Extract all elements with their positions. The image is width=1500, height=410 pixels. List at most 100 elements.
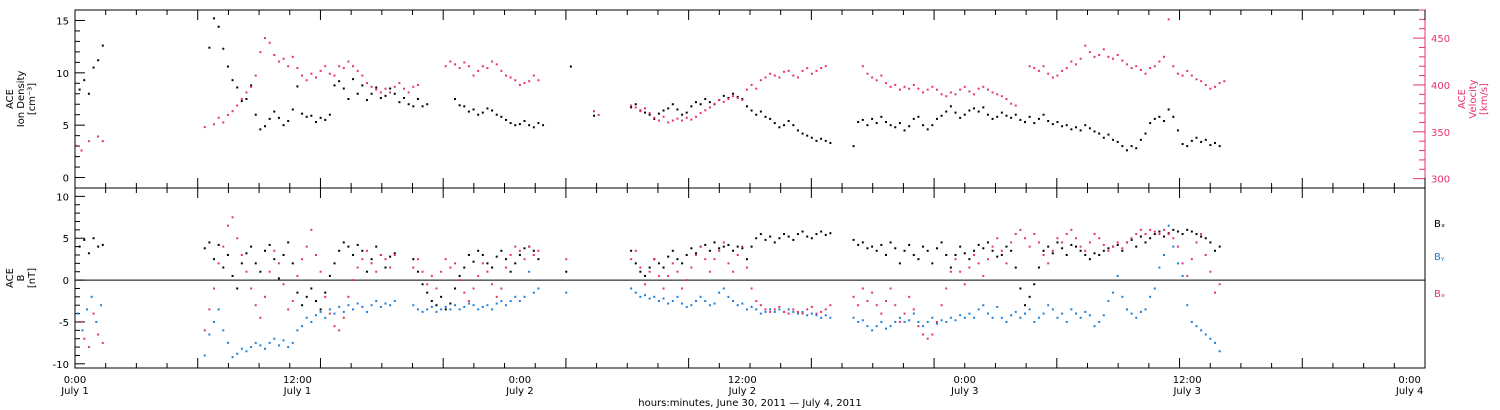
bottom-series-2-point bbox=[421, 270, 424, 273]
bottom-series-2-point bbox=[236, 237, 239, 240]
density-tick-label: 10 bbox=[56, 69, 69, 80]
bottom-series-1-point bbox=[1186, 304, 1189, 307]
x-tick-time: 12:00 bbox=[283, 375, 312, 386]
top-series-0-point bbox=[259, 128, 262, 131]
top-series-0-point bbox=[472, 108, 475, 111]
bottom-series-2-point bbox=[467, 300, 470, 303]
bottom-series-2-point bbox=[1033, 233, 1036, 236]
top-series-0-point bbox=[1186, 145, 1189, 148]
top-series-0-point bbox=[213, 17, 216, 20]
bottom-series-2-point bbox=[203, 329, 206, 332]
top-series-0-point bbox=[78, 88, 81, 91]
bottom-series-2-point bbox=[1088, 241, 1091, 244]
bottom-series-0-point bbox=[449, 302, 452, 305]
bottom-series-1-point bbox=[1204, 333, 1207, 336]
bottom-series-1-point bbox=[1024, 312, 1027, 315]
bottom-series-1-point bbox=[259, 344, 262, 347]
top-series-0-point bbox=[810, 136, 813, 139]
top-series-0-point bbox=[1125, 149, 1128, 152]
bottom-series-0-point bbox=[741, 247, 744, 250]
top-series-0-point bbox=[1065, 124, 1068, 127]
top-series-1-point bbox=[755, 87, 758, 90]
top-series-1-point bbox=[231, 110, 234, 113]
bottom-series-2-point bbox=[973, 253, 976, 256]
top-series-1-point bbox=[375, 88, 378, 91]
bottom-series-2-point bbox=[537, 249, 540, 252]
top-series-1-point bbox=[593, 110, 596, 113]
top-series-0-point bbox=[403, 96, 406, 99]
top-series-0-point bbox=[699, 103, 702, 106]
top-series-0-point bbox=[504, 118, 507, 121]
bottom-series-1-point bbox=[857, 320, 860, 323]
bottom-series-1-point bbox=[426, 308, 429, 311]
bottom-series-2-point bbox=[912, 308, 915, 311]
bottom-series-1-point bbox=[973, 316, 976, 319]
bottom-series-1-point bbox=[454, 304, 457, 307]
bottom-series-1-point bbox=[644, 294, 647, 297]
top-series-0-point bbox=[815, 139, 818, 142]
bottom-series-0-point bbox=[1093, 252, 1096, 255]
top-series-0-point bbox=[273, 110, 276, 113]
top-series-1-point bbox=[213, 123, 216, 126]
top-series-0-point bbox=[305, 115, 308, 118]
bottom-series-0-point bbox=[231, 274, 234, 277]
bottom-series-0-point bbox=[421, 283, 424, 286]
bottom-series-0-point bbox=[898, 262, 901, 265]
top-series-0-point bbox=[787, 119, 790, 122]
top-series-0-point bbox=[648, 113, 651, 116]
bottom-series-2-point bbox=[213, 287, 216, 290]
bottom-series-2-point bbox=[922, 333, 925, 336]
top-series-1-point bbox=[444, 65, 447, 68]
top-series-1-point bbox=[1088, 51, 1091, 54]
x-tick-day: July 1 bbox=[283, 386, 312, 397]
bottom-series-0-point bbox=[393, 252, 396, 255]
bottom-series-2-point bbox=[78, 320, 81, 323]
top-series-0-point bbox=[523, 119, 526, 122]
bottom-series-2-point bbox=[824, 308, 827, 311]
bottom-series-0-point bbox=[370, 258, 373, 261]
bottom-series-1-point bbox=[245, 350, 248, 353]
top-series-0-point bbox=[1167, 108, 1170, 111]
bottom-series-2-point bbox=[361, 258, 364, 261]
top-series-1-point bbox=[236, 104, 239, 107]
density-tick-label: 0 bbox=[63, 174, 69, 185]
bottom-series-2-point bbox=[393, 253, 396, 256]
bottom-series-1-point bbox=[305, 316, 308, 319]
bottom-series-0-point bbox=[389, 255, 392, 258]
top-series-0-point bbox=[667, 107, 670, 110]
top-series-1-point bbox=[1042, 65, 1045, 68]
bottom-series-2-point bbox=[500, 287, 503, 290]
top-series-0-point bbox=[1088, 127, 1091, 130]
top-series-0-point bbox=[509, 122, 512, 125]
top-series-0-point bbox=[528, 124, 531, 127]
bottom-series-0-point bbox=[384, 266, 387, 269]
top-series-1-point bbox=[240, 98, 243, 100]
top-series-0-point bbox=[1195, 136, 1198, 139]
bottom-series-2-point bbox=[1176, 245, 1179, 248]
bottom-series-1-point bbox=[1116, 274, 1119, 277]
bottom-series-1-point bbox=[732, 300, 735, 303]
field-tick-label: -10 bbox=[53, 360, 69, 371]
bottom-series-0-point bbox=[477, 249, 480, 252]
bottom-series-0-point bbox=[783, 233, 786, 236]
legend-entry: Bᵧ bbox=[1434, 252, 1445, 263]
top-series-1-point bbox=[217, 116, 220, 119]
top-series-0-point bbox=[398, 101, 401, 104]
bottom-series-1-point bbox=[421, 310, 424, 313]
bottom-series-2-point bbox=[903, 312, 906, 315]
top-series-1-point bbox=[704, 109, 707, 112]
bottom-series-0-point bbox=[1019, 287, 1022, 290]
x-tick-day: July 4 bbox=[1395, 386, 1424, 397]
bottom-series-2-point bbox=[866, 300, 869, 303]
top-series-1-point bbox=[528, 80, 531, 83]
bottom-series-0-point bbox=[1047, 245, 1050, 248]
bottom-series-1-point bbox=[444, 305, 447, 308]
bottom-series-2-point bbox=[977, 262, 980, 265]
top-series-0-point bbox=[778, 126, 781, 129]
top-series-1-point bbox=[722, 100, 725, 103]
top-series-1-point bbox=[773, 74, 776, 77]
top-series-0-point bbox=[796, 129, 799, 132]
top-series-0-point bbox=[1033, 122, 1036, 125]
top-series-1-point bbox=[991, 91, 994, 94]
bottom-series-1-point bbox=[528, 270, 531, 273]
